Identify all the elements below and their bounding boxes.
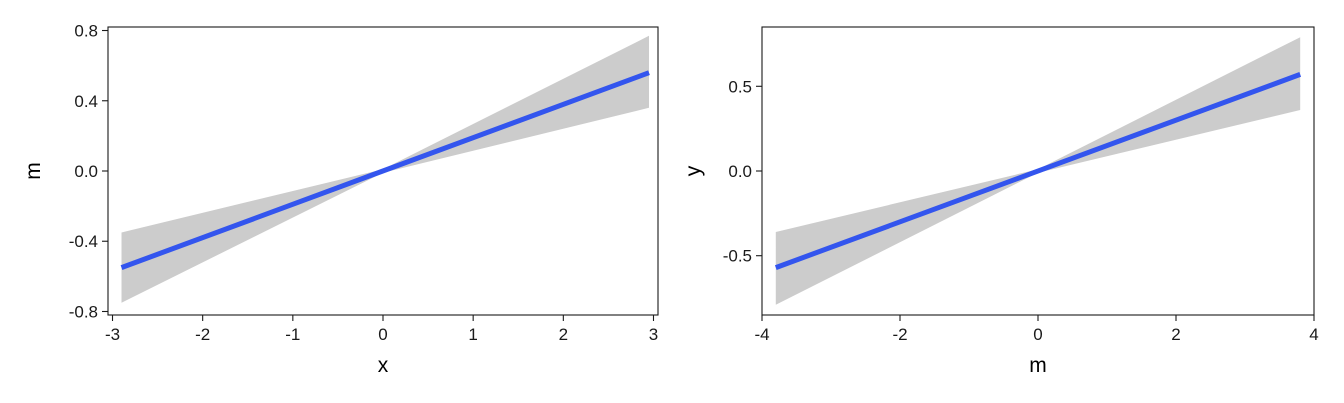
right-x-axis-title: m <box>1029 354 1047 377</box>
left-y-tick-label: 0.0 <box>74 162 98 181</box>
left-x-tick-label: -2 <box>195 325 210 344</box>
left-y-tick-label: -0.8 <box>69 302 98 321</box>
left-regression-line <box>120 70 650 270</box>
right-y-tick-label: -0.5 <box>723 247 752 266</box>
right-x-tick-label: -2 <box>892 325 907 344</box>
left-x-axis-title: x <box>378 354 389 377</box>
right-x-tick-label: 0 <box>1033 325 1042 344</box>
right-y-axis-title: y <box>682 165 705 176</box>
right-x-tick-label: 4 <box>1309 325 1318 344</box>
right-x-tick-label: 2 <box>1171 325 1180 344</box>
left-x-tick-label: 0 <box>378 325 387 344</box>
right-panel: -4 -2 0 2 4 -0.5 0.0 0.5 m y <box>682 26 1319 377</box>
right-x-tick-label: -4 <box>754 325 769 344</box>
left-x-tick-label: -1 <box>285 325 300 344</box>
left-y-axis-title: m <box>22 162 45 180</box>
left-x-tick-label: 1 <box>468 325 477 344</box>
right-y-tick-label: 0.5 <box>728 77 752 96</box>
left-x-tick-label: 3 <box>649 325 658 344</box>
left-x-tick-label: 2 <box>559 325 568 344</box>
right-y-tick-label: 0.0 <box>728 162 752 181</box>
right-regression-line <box>774 72 1302 270</box>
left-x-tick-label: -3 <box>105 325 120 344</box>
left-y-tick-label: -0.4 <box>69 232 98 251</box>
left-panel: -3 -2 -1 0 1 2 3 -0.8 -0.4 0.0 0.4 0.8 x m <box>22 22 659 377</box>
left-y-tick-label: 0.4 <box>74 92 98 111</box>
left-y-tick-label: 0.8 <box>74 22 98 41</box>
